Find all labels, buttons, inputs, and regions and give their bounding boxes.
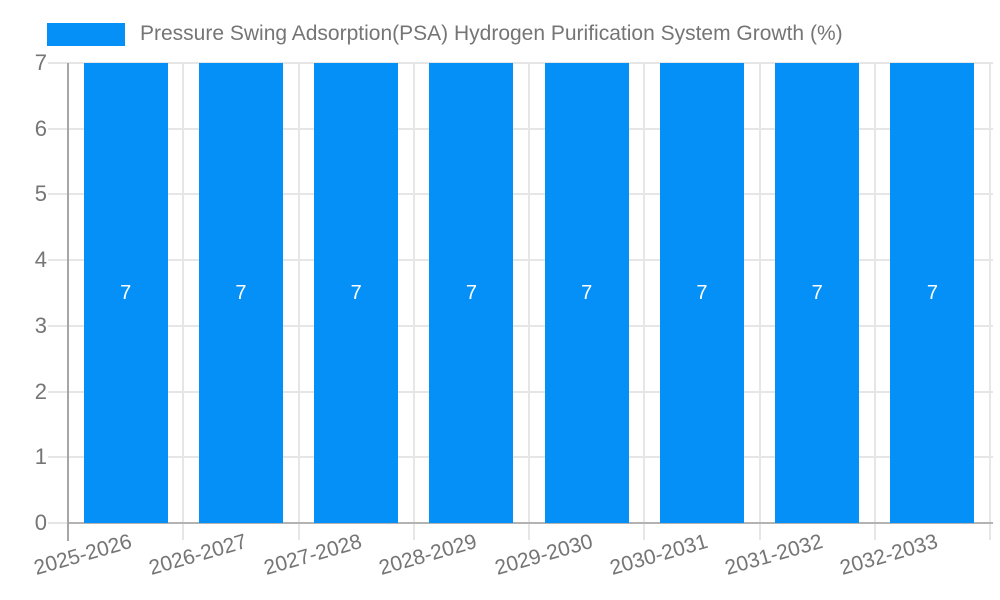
category-gridline <box>297 63 300 540</box>
y-axis-line <box>67 63 69 541</box>
bar-value-label: 7 <box>581 281 593 304</box>
y-gridline <box>48 62 993 64</box>
category-gridline <box>643 63 646 540</box>
bar[interactable]: 7 <box>198 63 283 523</box>
bar[interactable]: 7 <box>314 63 399 523</box>
bar[interactable]: 7 <box>544 63 629 523</box>
bar-value-label: 7 <box>350 281 362 304</box>
bar-value-label: 7 <box>465 281 477 304</box>
legend-swatch <box>47 22 125 46</box>
y-gridline <box>48 127 993 130</box>
bar-value-label: 7 <box>120 281 132 304</box>
bar[interactable]: 7 <box>659 63 744 523</box>
legend-label: Pressure Swing Adsorption(PSA) Hydrogen … <box>140 22 843 45</box>
category-gridline <box>412 63 415 540</box>
y-gridline <box>48 390 993 393</box>
y-tick-label: 3 <box>34 312 47 338</box>
bar[interactable]: 7 <box>429 63 514 523</box>
y-gridline <box>48 193 993 196</box>
y-tick-label: 7 <box>34 50 47 75</box>
bar-value-label: 7 <box>235 281 247 304</box>
y-tick-label: 2 <box>34 378 47 404</box>
y-tick-label: 5 <box>34 181 47 207</box>
legend: Pressure Swing Adsorption(PSA) Hydrogen … <box>47 22 843 46</box>
bar[interactable]: 7 <box>775 63 860 523</box>
y-gridline <box>48 259 993 262</box>
y-tick-label: 4 <box>34 247 47 273</box>
category-gridline <box>758 63 761 540</box>
bar[interactable]: 7 <box>890 63 975 523</box>
bar-value-label: 7 <box>696 281 708 304</box>
bar[interactable]: 7 <box>83 63 168 523</box>
y-tick-label: 6 <box>34 115 47 141</box>
bar-value-label: 7 <box>811 281 823 304</box>
category-gridline <box>989 63 991 540</box>
y-gridline <box>48 456 993 459</box>
y-tick-label: 1 <box>34 444 47 470</box>
category-gridline <box>528 63 530 540</box>
y-gridline <box>48 324 993 327</box>
y-tick-label: 0 <box>34 510 47 535</box>
x-axis-baseline <box>68 522 993 524</box>
category-gridline <box>182 63 185 540</box>
bar-value-label: 7 <box>926 281 938 304</box>
category-gridline <box>873 63 876 540</box>
